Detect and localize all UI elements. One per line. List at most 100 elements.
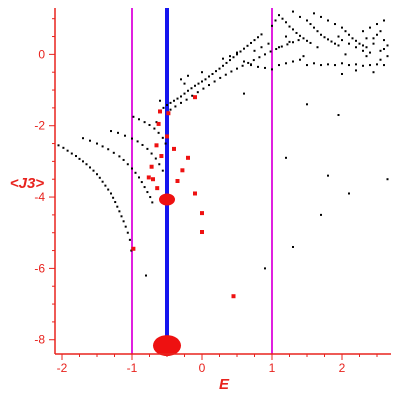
black-point-176 [362,30,364,33]
black-point-101 [219,76,222,79]
black-point-165 [341,39,343,42]
black-point-39 [143,186,146,189]
black-point-116 [222,57,224,60]
black-point-3 [70,152,73,155]
black-point-142 [306,19,308,22]
black-point-211 [320,213,322,216]
y-tick-label: -4 [34,190,45,204]
black-point-107 [252,59,255,62]
black-point-87 [246,44,249,47]
black-point-156 [341,26,343,29]
black-point-214 [337,114,340,117]
black-point-128 [271,24,273,27]
red-point-11 [146,175,151,180]
black-point-7 [85,163,88,166]
x-tick-label: -2 [57,361,68,375]
red-point-6 [172,146,176,151]
black-point-103 [230,70,233,73]
black-point-221 [145,274,147,277]
black-point-82 [229,59,231,62]
black-point-53 [161,169,164,172]
black-point-140 [292,10,294,13]
black-data-points [57,10,389,277]
black-point-130 [278,14,280,17]
red-point-10 [180,168,185,173]
black-point-80 [222,64,224,67]
black-point-100 [213,80,216,83]
tick-labels: -2 -1 0 1 2 -8 -6 -4 -2 0 [34,47,345,375]
y-tick-label: -6 [34,261,45,275]
black-point-201 [355,69,357,72]
black-point-127 [299,58,301,61]
black-point-41 [149,196,152,199]
black-point-21 [122,220,125,223]
black-point-51 [154,157,157,160]
black-point-171 [376,33,378,36]
black-point-215 [306,103,308,106]
black-point-159 [351,37,354,40]
black-point-50 [150,152,153,155]
black-point-98 [202,87,205,90]
red-point-7 [159,154,164,159]
black-point-208 [327,174,329,177]
black-point-58 [153,127,156,130]
black-point-118 [236,51,238,54]
black-point-104 [236,67,238,70]
black-point-158 [348,33,350,36]
black-point-114 [292,41,294,44]
black-point-24 [128,238,131,241]
black-point-59 [157,131,160,134]
black-point-17 [114,201,117,204]
black-point-182 [306,64,308,67]
x-tick-label: 2 [339,361,346,375]
black-point-210 [386,178,389,181]
black-point-226 [365,55,368,58]
black-point-121 [257,65,259,68]
black-point-194 [285,35,287,38]
black-point-137 [302,37,305,40]
black-point-23 [126,231,129,234]
red-point-18 [200,230,204,235]
black-point-132 [285,21,287,24]
black-point-123 [271,68,273,71]
black-point-122 [264,66,266,69]
black-point-79 [218,67,221,70]
black-point-65 [169,101,172,104]
black-point-31 [112,151,115,154]
black-point-105 [241,64,244,67]
black-point-161 [358,42,361,45]
black-point-49 [146,147,149,150]
black-point-43 [110,130,112,133]
black-point-124 [278,64,280,67]
black-point-88 [250,41,252,44]
red-point-20 [231,294,236,299]
black-point-154 [327,19,329,22]
black-point-77 [211,72,214,75]
black-point-190 [362,64,364,67]
black-point-10 [96,173,98,176]
red-point-2 [166,111,171,116]
black-point-207 [285,156,287,159]
black-point-33 [122,158,125,161]
black-point-157 [344,30,347,33]
black-point-48 [141,143,144,146]
black-point-72 [194,84,196,87]
black-point-102 [224,73,227,76]
black-point-61 [164,142,167,145]
black-point-90 [257,36,259,39]
black-point-206 [243,92,245,95]
black-point-60 [161,136,164,139]
black-point-55 [138,118,140,121]
black-point-64 [166,104,168,107]
black-point-227 [302,55,305,58]
black-point-57 [148,123,151,126]
black-point-37 [138,176,140,179]
black-point-19 [118,210,121,213]
black-point-150 [334,42,336,45]
black-point-106 [247,61,250,64]
black-point-22 [124,225,127,228]
x-tick-label: -1 [127,361,138,375]
x-axis-label: E [219,376,230,393]
black-point-1 [62,146,65,149]
black-point-178 [376,23,378,26]
